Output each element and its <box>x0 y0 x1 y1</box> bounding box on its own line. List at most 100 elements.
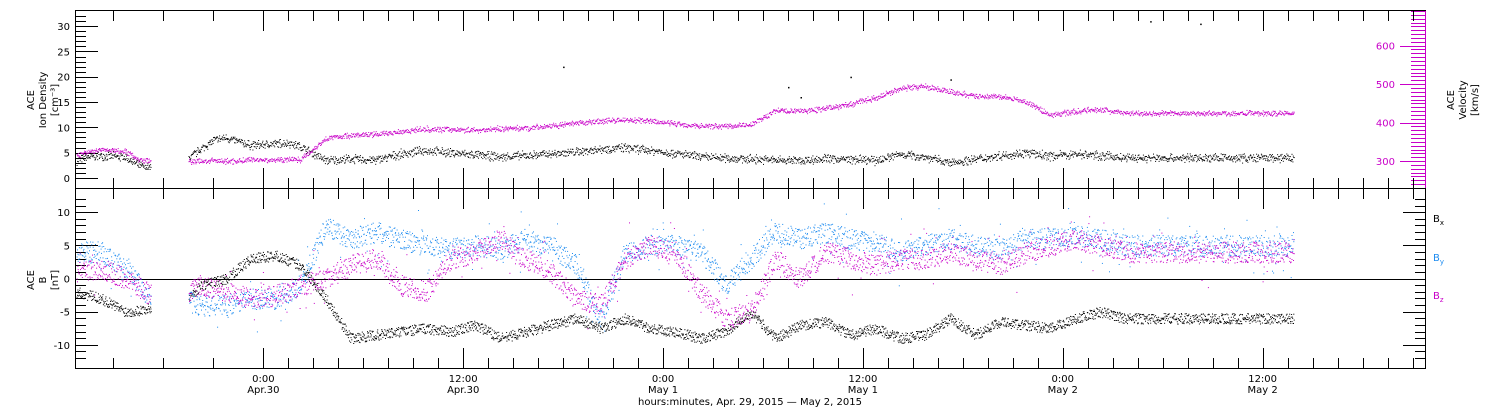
data-point <box>676 153 678 154</box>
data-point <box>429 150 431 152</box>
data-point <box>119 157 120 159</box>
data-point <box>733 125 735 127</box>
data-point <box>336 163 338 165</box>
data-point <box>569 125 571 127</box>
data-point <box>982 159 984 161</box>
data-point <box>135 162 137 164</box>
data-point <box>882 161 884 163</box>
data-point <box>1285 158 1287 160</box>
data-point <box>430 130 432 132</box>
data-point <box>338 137 340 138</box>
data-point <box>194 150 196 152</box>
data-point <box>458 151 460 153</box>
data-point <box>1093 158 1095 160</box>
data-point <box>883 92 885 94</box>
data-point <box>453 129 455 131</box>
data-point <box>774 112 776 114</box>
data-point <box>620 150 622 152</box>
data-point <box>368 132 370 133</box>
data-point <box>599 122 601 124</box>
data-point <box>1070 154 1072 156</box>
data-point <box>764 157 766 159</box>
data-point <box>550 157 552 159</box>
data-point <box>758 160 760 162</box>
data-point <box>118 152 120 154</box>
data-point <box>891 157 893 159</box>
data-point <box>688 124 690 126</box>
data-point <box>1077 153 1079 155</box>
data-point <box>300 147 301 149</box>
data-point <box>212 141 214 142</box>
data-point <box>838 109 840 111</box>
data-point <box>448 152 450 154</box>
data-point <box>485 131 487 133</box>
data-point <box>513 152 515 154</box>
data-point <box>820 111 822 113</box>
data-point <box>678 152 680 154</box>
data-point <box>386 160 388 162</box>
data-point <box>349 161 351 163</box>
data-point <box>1076 154 1077 156</box>
data-point <box>1056 157 1058 159</box>
data-point <box>764 116 766 118</box>
data-point <box>117 150 119 152</box>
data-point <box>84 159 86 161</box>
data-point <box>84 152 86 153</box>
data-point <box>131 162 133 164</box>
data-point <box>134 155 136 157</box>
data-point <box>836 106 838 108</box>
data-point <box>738 157 740 159</box>
data-point <box>432 128 433 129</box>
data-point <box>478 132 479 134</box>
data-point <box>370 133 371 135</box>
data-point <box>570 123 572 125</box>
data-point <box>356 133 358 135</box>
data-point <box>268 159 270 161</box>
data-point <box>771 158 773 159</box>
data-point <box>698 156 700 158</box>
data-point <box>547 124 548 126</box>
data-point <box>769 160 771 162</box>
data-point <box>1273 156 1275 158</box>
data-point <box>190 159 192 161</box>
data-point <box>769 158 771 160</box>
data-point <box>1065 153 1067 155</box>
data-point <box>438 149 440 151</box>
data-point <box>1255 161 1257 163</box>
data-point <box>596 119 598 121</box>
data-point <box>106 155 108 157</box>
data-point <box>444 149 446 151</box>
data-point <box>845 104 847 105</box>
data-point <box>312 150 314 152</box>
data-point <box>143 162 145 164</box>
data-point <box>1068 158 1070 160</box>
data-point <box>191 162 193 164</box>
data-point <box>829 162 831 164</box>
data-point <box>330 155 332 157</box>
data-point <box>628 150 630 152</box>
data-point <box>489 130 491 132</box>
data-point <box>944 160 946 162</box>
data-point <box>459 129 461 131</box>
data-point <box>750 160 752 161</box>
data-point <box>446 152 447 154</box>
data-point <box>544 125 546 127</box>
data-point <box>277 141 279 143</box>
data-point <box>260 158 262 160</box>
data-point <box>471 129 473 131</box>
data-point <box>93 157 95 159</box>
data-point <box>234 142 235 144</box>
data-point <box>1200 157 1202 159</box>
data-point <box>608 117 610 119</box>
data-point <box>695 156 697 157</box>
data-point <box>692 126 694 127</box>
data-point <box>768 116 770 118</box>
data-point <box>892 92 894 94</box>
data-point <box>707 159 709 161</box>
data-point <box>95 148 97 150</box>
data-point <box>816 106 818 108</box>
data-point <box>1256 153 1258 155</box>
data-point <box>545 155 547 157</box>
data-point <box>1056 154 1058 156</box>
